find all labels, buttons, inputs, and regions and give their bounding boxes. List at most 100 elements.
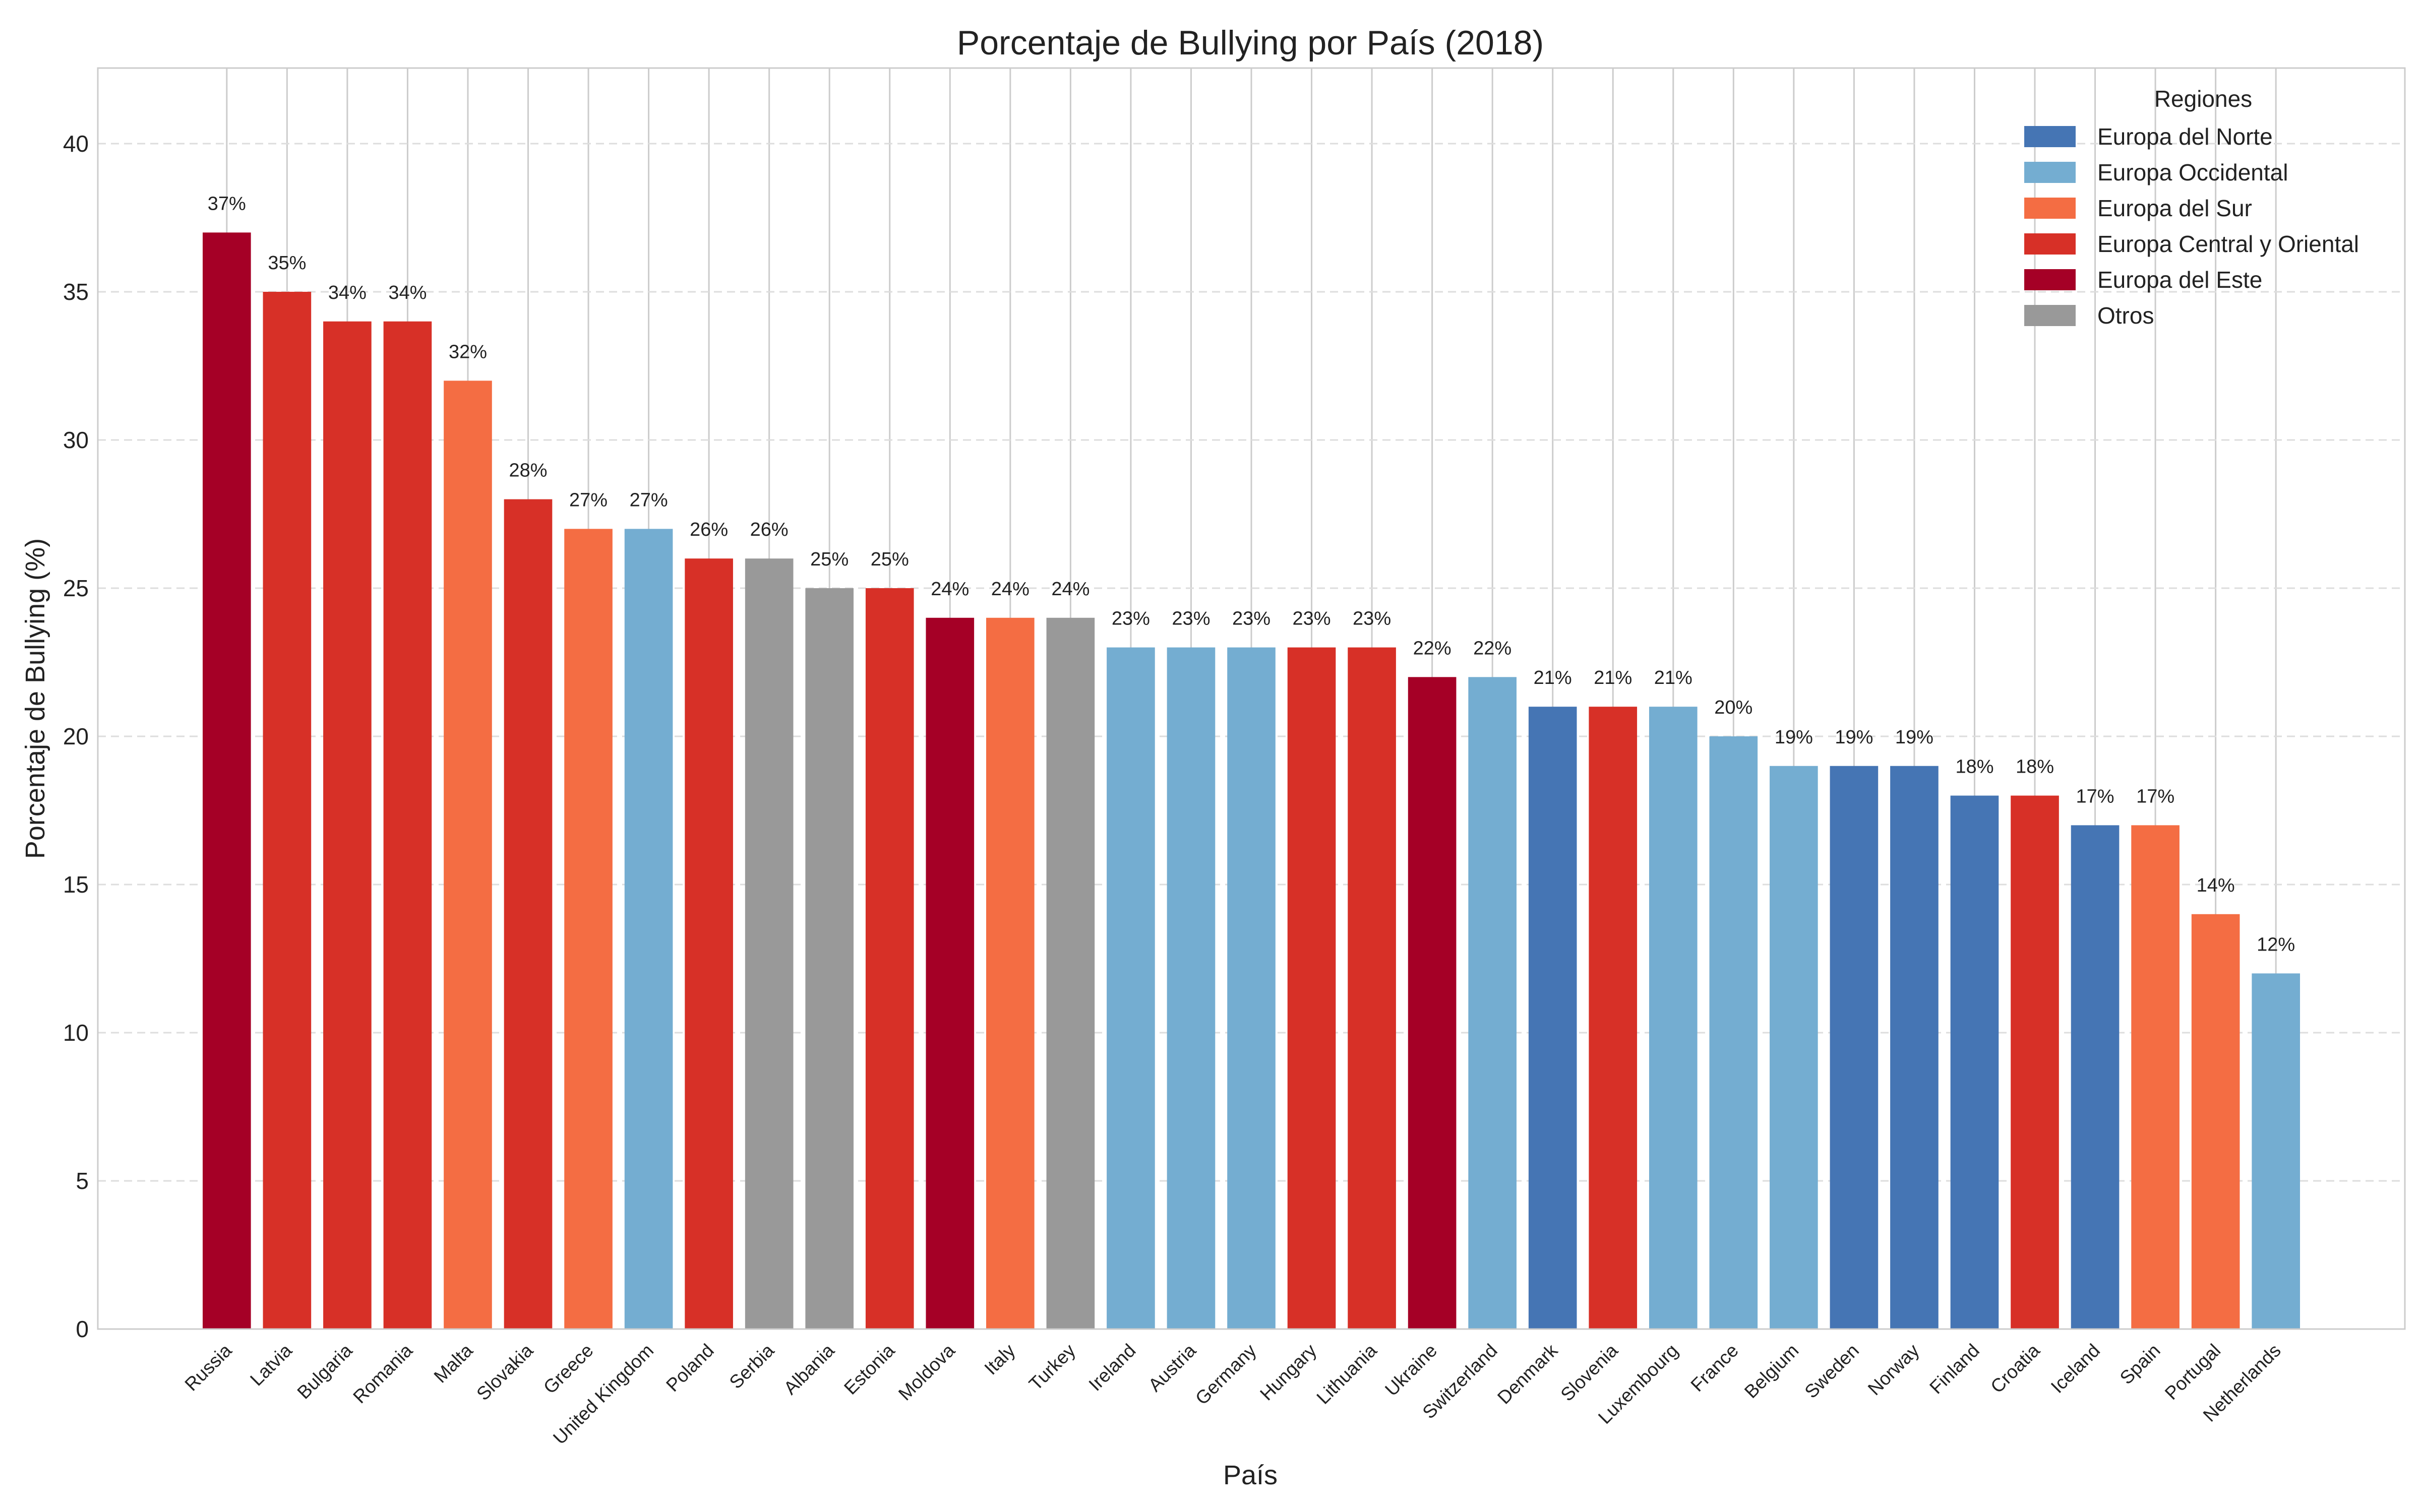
bar-finland bbox=[1950, 795, 1999, 1329]
legend-title: Regiones bbox=[2154, 86, 2252, 112]
bar-united-kingdom bbox=[624, 529, 673, 1329]
data-label: 20% bbox=[1714, 697, 1752, 718]
x-tick-label: Greece bbox=[539, 1340, 597, 1398]
x-tick-label: Spain bbox=[2116, 1340, 2164, 1389]
data-label: 26% bbox=[690, 519, 728, 540]
bar-netherlands bbox=[2252, 973, 2300, 1329]
x-tick-label: Hungary bbox=[1256, 1340, 1320, 1404]
x-tick-label: Turkey bbox=[1025, 1340, 1079, 1394]
data-label: 24% bbox=[991, 579, 1030, 600]
x-tick-label: Germany bbox=[1191, 1340, 1260, 1409]
bar-belgium bbox=[1770, 766, 1818, 1329]
legend-swatch bbox=[2024, 305, 2076, 326]
bar-austria bbox=[1167, 647, 1216, 1329]
x-tick-label: Ukraine bbox=[1381, 1340, 1441, 1400]
data-label: 19% bbox=[1895, 727, 1933, 748]
data-label: 37% bbox=[208, 193, 246, 214]
x-tick-label: Poland bbox=[662, 1340, 717, 1396]
data-label: 23% bbox=[1293, 608, 1331, 629]
legend-swatch bbox=[2024, 126, 2076, 147]
legend-entry: Europa del Norte bbox=[2097, 123, 2273, 150]
data-label: 32% bbox=[449, 341, 487, 362]
bar-slovakia bbox=[504, 499, 553, 1329]
legend: Regiones Europa del Norte Europa Occident… bbox=[2024, 86, 2359, 329]
bar-sweden bbox=[1830, 766, 1879, 1329]
data-label: 18% bbox=[2016, 757, 2054, 778]
x-axis-label: País bbox=[1223, 1460, 1278, 1490]
bar-estonia bbox=[865, 588, 914, 1329]
bar-hungary bbox=[1287, 647, 1336, 1329]
data-label: 24% bbox=[1051, 579, 1090, 600]
bar-lithuania bbox=[1348, 647, 1396, 1329]
x-tick-label: Serbia bbox=[725, 1340, 778, 1393]
data-label: 19% bbox=[1775, 727, 1813, 748]
x-tick-label: Albania bbox=[780, 1340, 839, 1399]
bar-turkey bbox=[1046, 617, 1095, 1329]
x-tick-label: Bulgaria bbox=[293, 1340, 356, 1403]
data-label: 23% bbox=[1172, 608, 1210, 629]
bar-italy bbox=[986, 617, 1035, 1329]
legend-entry: Europa del Sur bbox=[2097, 195, 2252, 221]
bar-moldova bbox=[926, 617, 975, 1329]
bar-romania bbox=[383, 321, 432, 1329]
x-tick-label: France bbox=[1687, 1340, 1742, 1396]
legend-swatch bbox=[2024, 162, 2076, 183]
bar-russia bbox=[203, 232, 251, 1329]
data-label: 27% bbox=[569, 489, 608, 511]
data-label: 28% bbox=[509, 460, 547, 481]
x-tick-label: Romania bbox=[349, 1340, 416, 1407]
data-label: 14% bbox=[2197, 875, 2235, 896]
y-axis-label: Porcentaje de Bullying (%) bbox=[20, 538, 50, 859]
plot-frame bbox=[97, 67, 2406, 1330]
data-label: 23% bbox=[1353, 608, 1391, 629]
data-label: 34% bbox=[388, 282, 427, 303]
x-tick-label: Italy bbox=[981, 1340, 1019, 1378]
data-label: 34% bbox=[328, 282, 367, 303]
x-tick-label: Croatia bbox=[1986, 1340, 2044, 1397]
data-label: 19% bbox=[1835, 727, 1873, 748]
bar-denmark bbox=[1528, 707, 1577, 1329]
y-tick-label: 0 bbox=[76, 1316, 89, 1342]
bar-serbia bbox=[745, 558, 794, 1329]
x-tick-label: Norway bbox=[1864, 1340, 1923, 1399]
bar-latvia bbox=[263, 291, 312, 1329]
data-labels: 37% 35% 34% 34% 32% 28% 27% 27% 26% 26% 25% 25% 24% 2… bbox=[208, 193, 2295, 955]
x-tick-label: Belgium bbox=[1740, 1340, 1803, 1403]
data-label: 12% bbox=[2257, 934, 2295, 955]
data-label: 17% bbox=[2076, 786, 2114, 807]
bar-france bbox=[1709, 736, 1758, 1329]
bar-iceland bbox=[2071, 825, 2120, 1329]
x-tick-label: Latvia bbox=[246, 1340, 296, 1390]
data-label: 22% bbox=[1413, 638, 1451, 659]
bar-ireland bbox=[1107, 647, 1155, 1329]
bar-switzerland bbox=[1468, 677, 1517, 1329]
data-label: 17% bbox=[2136, 786, 2174, 807]
x-tick-label: Slovakia bbox=[472, 1340, 537, 1404]
data-label: 23% bbox=[1112, 608, 1150, 629]
bar-greece bbox=[564, 529, 613, 1329]
x-tick-label: Portugal bbox=[2161, 1340, 2224, 1404]
y-tick-label: 15 bbox=[63, 871, 89, 898]
data-label: 23% bbox=[1232, 608, 1270, 629]
bar-bulgaria bbox=[323, 321, 372, 1329]
y-tick-label: 35 bbox=[63, 279, 89, 305]
bars bbox=[203, 232, 2300, 1329]
x-tick-label: Iceland bbox=[2047, 1340, 2104, 1397]
x-tick-label: Russia bbox=[181, 1340, 236, 1395]
chart-title: Porcentaje de Bullying por País (2018) bbox=[957, 24, 1544, 62]
data-label: 35% bbox=[268, 253, 306, 274]
y-tick-label: 30 bbox=[63, 427, 89, 453]
x-tick-label: Finland bbox=[1925, 1340, 1983, 1398]
x-tick-label: Ireland bbox=[1085, 1340, 1140, 1395]
data-label: 25% bbox=[810, 549, 849, 570]
legend-entry: Europa del Este bbox=[2097, 267, 2262, 293]
legend-entry: Europa Central y Oriental bbox=[2097, 231, 2359, 257]
y-tick-label: 20 bbox=[63, 723, 89, 749]
data-label: 21% bbox=[1654, 667, 1692, 688]
data-label: 24% bbox=[931, 579, 969, 600]
y-tick-label: 25 bbox=[63, 575, 89, 601]
bar-poland bbox=[685, 558, 733, 1329]
legend-swatch bbox=[2024, 198, 2076, 219]
